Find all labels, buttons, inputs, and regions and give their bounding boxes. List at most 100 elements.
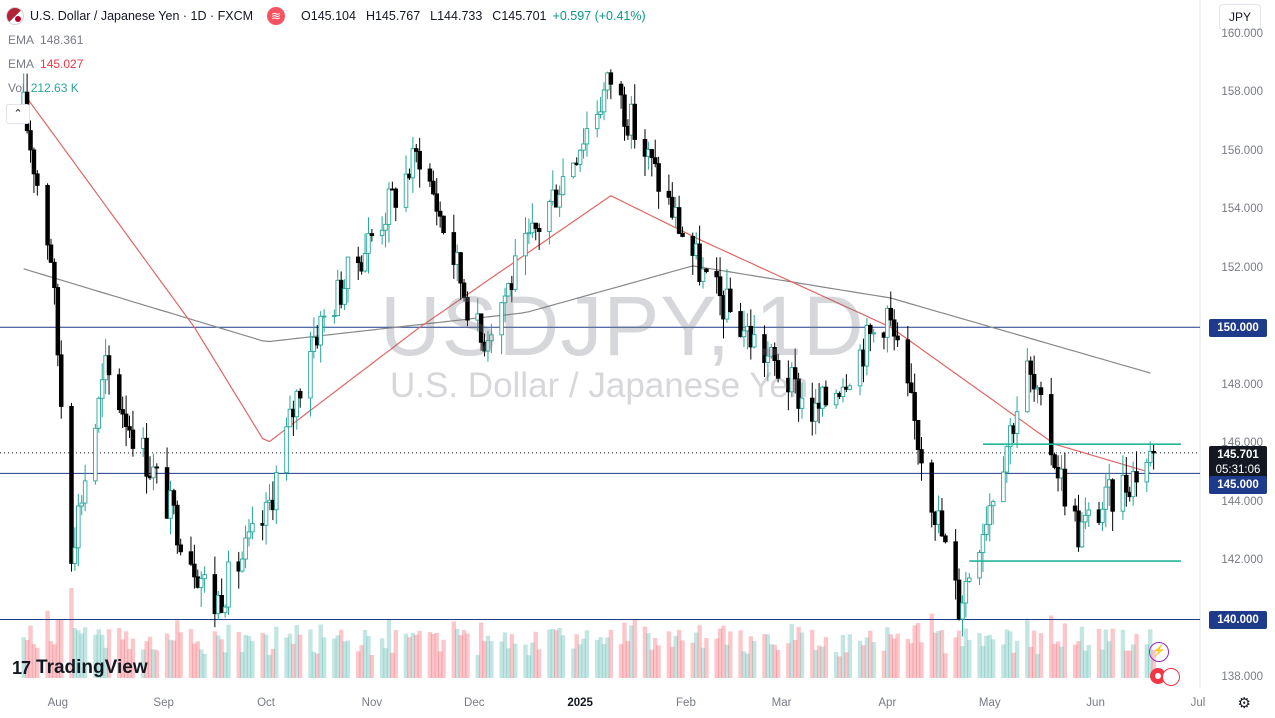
change-value: +0.597 (+0.41%) xyxy=(552,9,646,23)
wave-icon[interactable]: ≋ xyxy=(267,7,286,25)
volume-bar xyxy=(608,629,614,678)
volume-bar xyxy=(106,629,112,678)
open-value: 145.104 xyxy=(310,9,356,23)
ema-fast-value: 145.027 xyxy=(40,57,84,71)
candle-body xyxy=(632,103,637,140)
alert-icon[interactable] xyxy=(1162,668,1180,686)
volume-bar xyxy=(1059,646,1064,678)
volume-bar xyxy=(212,631,218,678)
volume-bar xyxy=(632,619,637,678)
candle-body xyxy=(762,334,767,363)
level-150-tag: 150.000 xyxy=(1209,319,1267,337)
candle-body xyxy=(840,386,846,398)
ema-slow-line xyxy=(23,265,1151,374)
candle-body xyxy=(321,315,327,318)
volume-bar xyxy=(748,636,754,678)
ema-slow-legend[interactable]: EMA 148.361 xyxy=(8,33,83,47)
volume-bar xyxy=(714,638,719,678)
volume-bar xyxy=(427,632,433,678)
candle-body xyxy=(868,324,873,335)
ema-fast-legend[interactable]: EMA 145.027 xyxy=(8,57,83,71)
candle-body xyxy=(437,210,443,217)
currency-button[interactable]: JPY xyxy=(1219,4,1261,30)
collapse-legend-icon[interactable]: ⌃ xyxy=(6,104,30,124)
candle-body xyxy=(622,94,627,127)
volume-bar xyxy=(728,631,733,678)
volume-bar xyxy=(629,625,634,678)
volume-bar xyxy=(287,633,293,678)
candle-body xyxy=(953,541,958,581)
volume-bar xyxy=(939,630,945,678)
candle-body xyxy=(1130,471,1136,498)
candle-body xyxy=(294,390,300,418)
countdown-tag: 05:31:06 xyxy=(1209,461,1267,479)
volume-bar xyxy=(410,632,416,678)
volume-bar xyxy=(792,640,798,678)
volume-bar xyxy=(120,639,125,678)
settings-gear-icon[interactable]: ⚙ xyxy=(1237,695,1251,712)
volume-bar xyxy=(144,641,149,678)
candle-body xyxy=(960,602,965,620)
volume-bar xyxy=(1120,629,1126,678)
candle-body xyxy=(741,330,747,338)
volume-bar xyxy=(216,635,221,678)
candle-body xyxy=(577,149,583,165)
candle-body xyxy=(943,535,948,543)
candle-body xyxy=(967,577,972,582)
candle-body xyxy=(58,354,64,407)
volume-bar xyxy=(799,632,805,678)
candle-body xyxy=(1031,373,1037,390)
volume-bar xyxy=(1110,628,1115,678)
volume-bar xyxy=(489,640,494,678)
volume-bar xyxy=(246,635,252,678)
price-tick-label: 160.000 xyxy=(1221,28,1263,40)
candle-body xyxy=(410,148,416,179)
volume-bar xyxy=(195,641,200,678)
volume-bar xyxy=(103,647,108,678)
volume-bar xyxy=(263,634,269,678)
volume-bar xyxy=(1096,628,1102,678)
candle-body xyxy=(72,547,78,564)
volume-bar xyxy=(724,644,730,678)
candle-body xyxy=(1086,509,1092,516)
volume-bar xyxy=(117,627,122,678)
symbol-title[interactable]: U.S. Dollar / Japanese Yen · 1D · FXCM xyxy=(30,9,254,23)
volume-bar xyxy=(868,630,873,678)
time-tick-label: May xyxy=(978,697,1001,709)
volume-bar xyxy=(960,646,965,678)
volume-bar xyxy=(284,637,289,678)
candle-body xyxy=(31,149,37,175)
candle-body xyxy=(871,332,876,335)
candle-body xyxy=(284,426,289,474)
candle-body xyxy=(908,382,914,393)
price-tick-label: 148.000 xyxy=(1221,378,1263,391)
volume-bar xyxy=(362,629,368,678)
volume-bar xyxy=(390,652,395,678)
time-tick-label: Aug xyxy=(47,697,69,709)
candle-body xyxy=(536,227,542,232)
tradingview-logo[interactable]: 17 TradingView xyxy=(12,657,148,679)
volume-legend[interactable]: Vol 212.63 K xyxy=(8,81,79,95)
candle-body xyxy=(130,429,136,449)
volume-bar xyxy=(175,620,180,678)
volume-bar xyxy=(260,632,265,678)
volume-bar xyxy=(465,633,470,678)
volume-bar xyxy=(171,640,177,678)
level-140-tag: 140.000 xyxy=(1209,611,1267,629)
volume-bar xyxy=(885,627,890,678)
volume-bar xyxy=(598,637,603,678)
volume-bar xyxy=(984,635,989,678)
volume-bar xyxy=(594,639,600,678)
candle-body xyxy=(789,367,795,393)
candle-body xyxy=(1038,387,1044,396)
ema-fast-name: EMA xyxy=(8,57,35,71)
lightning-icon[interactable]: ⚡ xyxy=(1149,642,1169,662)
candle-body xyxy=(369,233,375,237)
volume-bar xyxy=(219,639,224,678)
volume-bar xyxy=(605,637,610,678)
candle-body xyxy=(714,271,719,278)
volume-bar xyxy=(762,634,767,678)
candle-body xyxy=(76,505,81,549)
volume-bar xyxy=(93,634,98,678)
